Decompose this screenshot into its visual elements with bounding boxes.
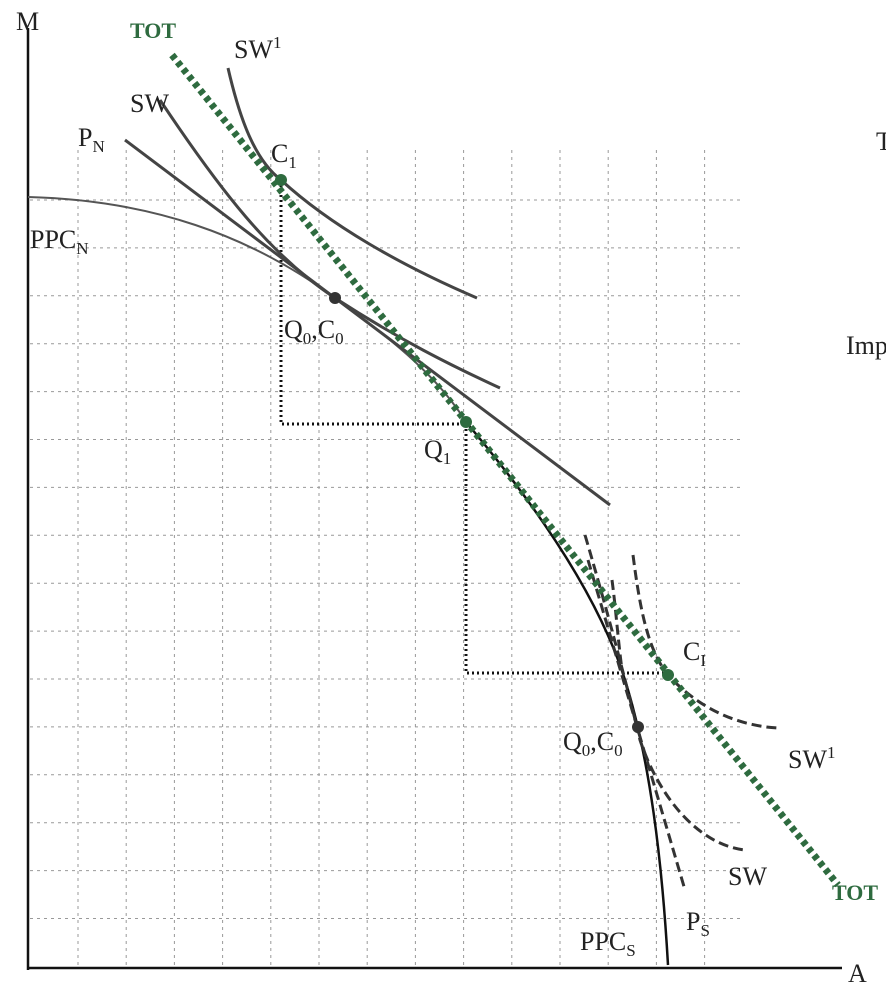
label-part: SW: [788, 745, 827, 774]
label-part: TOT: [130, 18, 176, 43]
label-part: Q: [563, 727, 582, 756]
label-part: C: [271, 139, 288, 168]
label: C1: [271, 139, 297, 172]
label-part: I: [700, 651, 706, 670]
label: T: [876, 127, 886, 156]
label: PN: [78, 123, 105, 156]
label: Q1: [424, 435, 451, 468]
consumption-point: [662, 669, 674, 681]
consumption-point: [275, 174, 287, 186]
label-part: N: [76, 239, 88, 258]
label: SW: [130, 89, 169, 118]
label-part: 1: [443, 449, 452, 468]
label: PPCN: [30, 225, 89, 258]
label-part: 1: [288, 153, 297, 172]
label-part: 1: [827, 743, 836, 762]
label-part: TOT: [832, 880, 878, 905]
label-part: 0: [303, 329, 312, 348]
label: TOT: [832, 880, 878, 905]
label: Imp: [846, 331, 886, 360]
ppc-south: [465, 421, 670, 966]
label-part: ,C: [590, 727, 614, 756]
label-part: P: [78, 123, 92, 152]
trade-triangle: [279, 180, 466, 426]
autarky-point: [329, 292, 341, 304]
indifference-curve: [583, 534, 746, 852]
terms-of-trade-line: [169, 52, 841, 888]
label-part: SW: [130, 89, 169, 118]
label-part: PPC: [580, 927, 626, 956]
indifference-curve: [610, 579, 624, 671]
label: SW1: [788, 743, 836, 774]
label-part: Imp: [846, 331, 886, 360]
label: Q0,C0: [563, 727, 623, 760]
label-part: Q: [424, 435, 443, 464]
label-part: SW: [234, 35, 273, 64]
indifference-curve: [226, 67, 478, 300]
label-part: P: [686, 907, 700, 936]
label: SW1: [234, 33, 282, 64]
label: CI: [683, 637, 706, 670]
price-line-north: [124, 138, 611, 507]
indifference-curve: [631, 554, 779, 730]
label: SW: [728, 862, 767, 891]
label-part: 0: [614, 741, 623, 760]
label-part: SW: [728, 862, 767, 891]
label: Q0,C0: [284, 315, 344, 348]
label-part: T: [876, 127, 886, 156]
label-part: N: [92, 137, 104, 156]
label-part: 1: [273, 33, 282, 52]
label-part: 0: [335, 329, 344, 348]
label-part: 0: [582, 741, 591, 760]
label-part: S: [626, 941, 635, 960]
y-axis-label: M: [16, 7, 39, 36]
autarky-point: [632, 721, 644, 733]
label-part: PPC: [30, 225, 76, 254]
production-point: [460, 416, 472, 428]
label-part: S: [700, 921, 709, 940]
indifference-curve: [158, 99, 501, 390]
label: PS: [686, 907, 710, 940]
x-axis-label: A: [848, 959, 867, 982]
label-part: C: [683, 637, 700, 666]
label-part: Q: [284, 315, 303, 344]
label: PPCS: [580, 927, 636, 960]
label-part: ,C: [311, 315, 335, 344]
label: TOT: [130, 18, 176, 43]
